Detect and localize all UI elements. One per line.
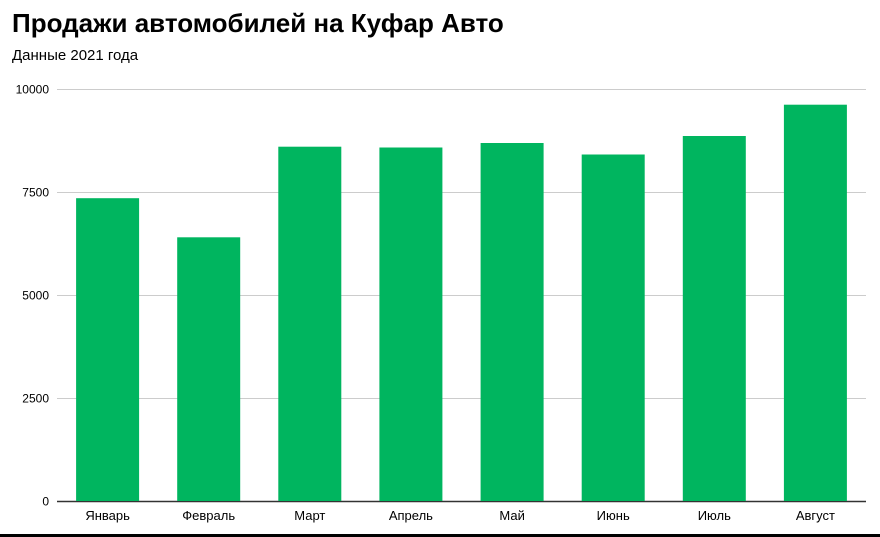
bar: [379, 147, 443, 501]
bar: [581, 154, 645, 501]
bar: [76, 198, 140, 501]
bar: [177, 237, 241, 502]
y-axis-tick-labels: 0 2500 5000 7500 10000: [16, 83, 50, 509]
y-tick-label: 7500: [22, 186, 49, 200]
bar: [682, 136, 746, 501]
x-tick-label: Июль: [698, 508, 731, 523]
y-tick-label: 0: [42, 495, 49, 509]
x-axis-tick-labels: Январь Февраль Март Апрель Май Июнь Июль Август: [85, 508, 835, 523]
y-tick-label: 5000: [22, 289, 49, 303]
x-tick-label: Май: [499, 508, 524, 523]
chart-subtitle: Данные 2021 года: [12, 47, 139, 64]
bars: [76, 104, 847, 502]
x-tick-label: Апрель: [389, 508, 433, 523]
bar: [278, 146, 342, 501]
x-tick-label: Март: [294, 508, 325, 523]
x-tick-label: Июнь: [597, 508, 630, 523]
y-tick-label: 2500: [22, 392, 49, 406]
x-tick-label: Январь: [85, 508, 130, 523]
bar: [783, 104, 847, 501]
bar: [480, 143, 544, 501]
x-tick-label: Февраль: [182, 508, 235, 523]
x-tick-label: Август: [796, 508, 835, 523]
bottom-border: [0, 534, 880, 537]
y-tick-label: 10000: [16, 83, 50, 97]
chart-title: Продажи автомобилей на Куфар Авто: [12, 8, 504, 38]
